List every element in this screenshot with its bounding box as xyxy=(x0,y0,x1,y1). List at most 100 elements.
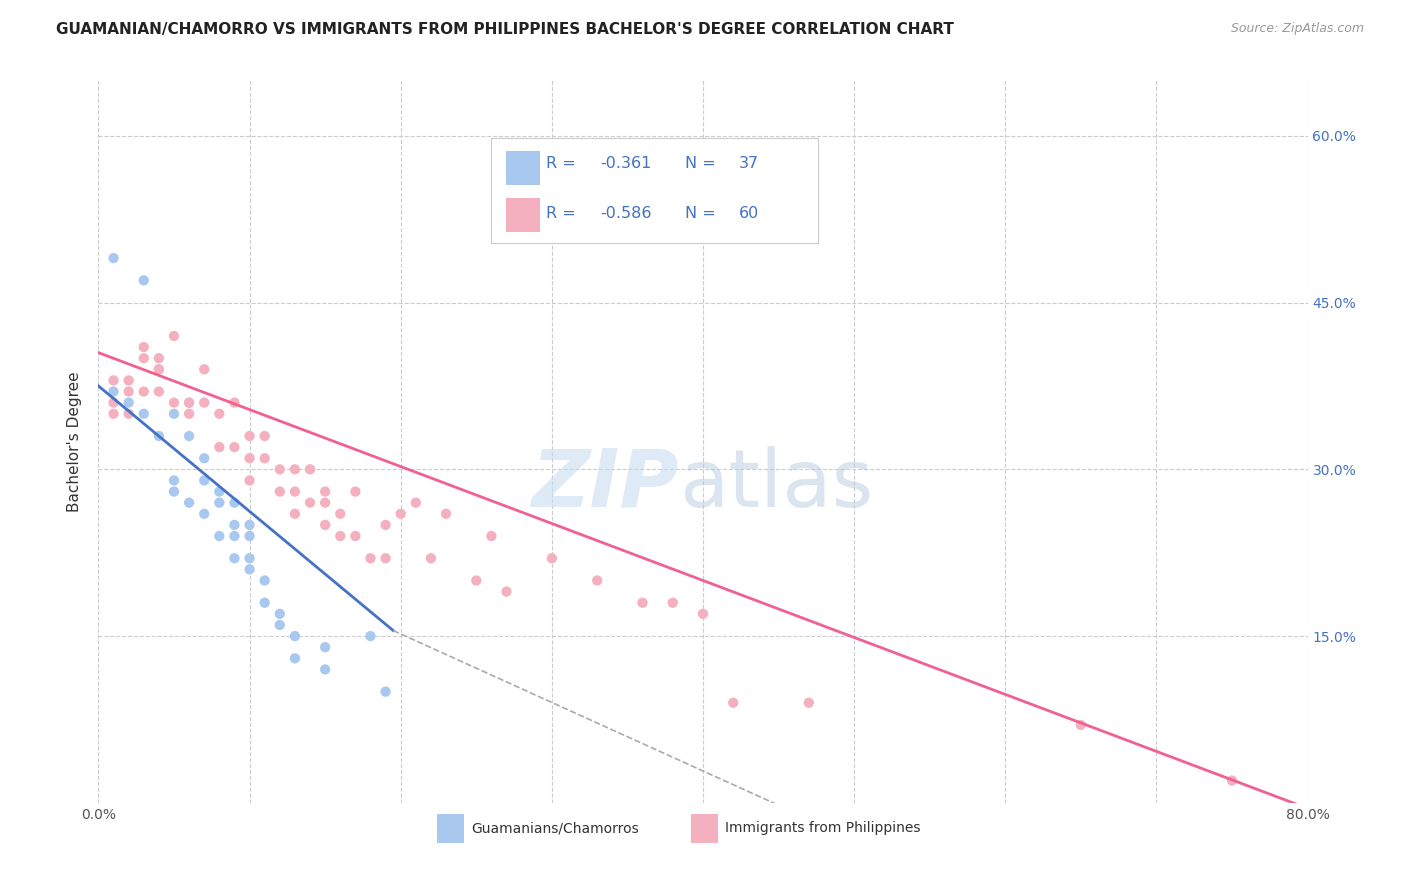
Text: GUAMANIAN/CHAMORRO VS IMMIGRANTS FROM PHILIPPINES BACHELOR'S DEGREE CORRELATION : GUAMANIAN/CHAMORRO VS IMMIGRANTS FROM PH… xyxy=(56,22,955,37)
Point xyxy=(148,362,170,376)
Point xyxy=(314,484,336,499)
Point xyxy=(193,507,215,521)
Point xyxy=(253,429,276,443)
Point xyxy=(314,517,336,532)
Point xyxy=(360,629,382,643)
Point xyxy=(118,407,141,421)
Point xyxy=(692,607,714,621)
FancyBboxPatch shape xyxy=(690,814,717,843)
Point xyxy=(269,607,291,621)
Point xyxy=(208,484,231,499)
Point xyxy=(723,696,745,710)
Point xyxy=(344,484,367,499)
Point xyxy=(103,407,125,421)
Point xyxy=(163,484,186,499)
Point xyxy=(132,340,155,354)
Point xyxy=(208,407,231,421)
Point xyxy=(163,407,186,421)
Point xyxy=(132,384,155,399)
Text: Source: ZipAtlas.com: Source: ZipAtlas.com xyxy=(1230,22,1364,36)
Point xyxy=(224,440,246,454)
Point xyxy=(103,373,125,387)
FancyBboxPatch shape xyxy=(492,138,818,243)
Point xyxy=(420,551,443,566)
Point xyxy=(224,551,246,566)
Point xyxy=(103,251,125,265)
Point xyxy=(148,362,170,376)
Point xyxy=(269,484,291,499)
Point xyxy=(284,484,307,499)
Text: Guamanians/Chamorros: Guamanians/Chamorros xyxy=(471,822,638,835)
Point xyxy=(269,618,291,632)
Point xyxy=(540,551,562,566)
Point xyxy=(374,551,396,566)
Point xyxy=(299,496,322,510)
Point xyxy=(193,395,215,409)
Point xyxy=(329,529,352,543)
Point xyxy=(224,517,246,532)
Text: atlas: atlas xyxy=(679,446,873,524)
Point xyxy=(208,496,231,510)
Point xyxy=(148,384,170,399)
Point xyxy=(284,651,307,665)
Point xyxy=(1070,718,1092,732)
Point xyxy=(224,395,246,409)
Point xyxy=(179,395,201,409)
Point xyxy=(314,640,336,655)
Point xyxy=(329,507,352,521)
Point xyxy=(239,551,262,566)
Point xyxy=(1220,773,1243,788)
Text: ZIP: ZIP xyxy=(531,446,679,524)
Point xyxy=(797,696,820,710)
Point xyxy=(299,462,322,476)
Point xyxy=(239,517,262,532)
Point xyxy=(481,529,503,543)
Point xyxy=(631,596,654,610)
Point xyxy=(360,551,382,566)
FancyBboxPatch shape xyxy=(506,198,540,233)
Point xyxy=(132,407,155,421)
Point xyxy=(465,574,488,588)
Point xyxy=(661,596,683,610)
Point xyxy=(239,529,262,543)
Point xyxy=(374,684,396,698)
Point xyxy=(118,384,141,399)
Text: R =: R = xyxy=(546,156,581,170)
Point xyxy=(224,529,246,543)
Text: N =: N = xyxy=(685,206,721,221)
Text: N =: N = xyxy=(685,156,721,170)
FancyBboxPatch shape xyxy=(506,151,540,186)
Point xyxy=(132,273,155,287)
Point xyxy=(314,496,336,510)
Point xyxy=(284,629,307,643)
Point xyxy=(314,662,336,676)
Point xyxy=(132,351,155,366)
Point xyxy=(239,429,262,443)
Point xyxy=(148,429,170,443)
Point xyxy=(179,429,201,443)
Point xyxy=(374,517,396,532)
Point xyxy=(163,395,186,409)
Point xyxy=(208,440,231,454)
Point xyxy=(148,351,170,366)
Point xyxy=(208,529,231,543)
Text: 37: 37 xyxy=(740,156,759,170)
Y-axis label: Bachelor's Degree: Bachelor's Degree xyxy=(67,371,83,512)
Point xyxy=(389,507,412,521)
Text: R =: R = xyxy=(546,206,581,221)
Point xyxy=(239,474,262,488)
Point xyxy=(179,407,201,421)
Point xyxy=(284,462,307,476)
Point xyxy=(405,496,427,510)
Point xyxy=(586,574,609,588)
Text: 60: 60 xyxy=(740,206,759,221)
Point xyxy=(103,395,125,409)
Point xyxy=(179,496,201,510)
Point xyxy=(163,329,186,343)
Point xyxy=(239,562,262,576)
Point xyxy=(253,451,276,466)
Point xyxy=(118,395,141,409)
Point xyxy=(193,362,215,376)
Point xyxy=(344,529,367,543)
Point xyxy=(103,384,125,399)
